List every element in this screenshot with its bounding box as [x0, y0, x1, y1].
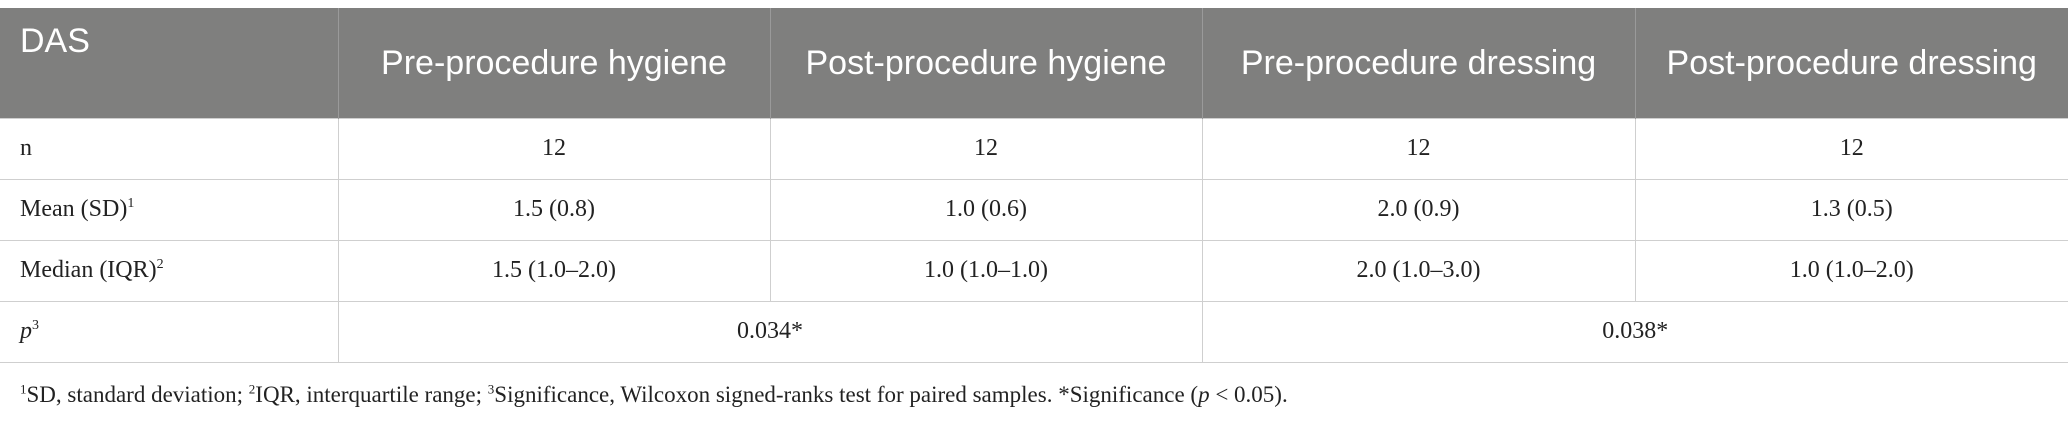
- footnote-sup-2: 2: [248, 381, 256, 397]
- footnote-text-4: < 0.05).: [1209, 382, 1288, 407]
- footnote-sup-1: 1: [20, 381, 27, 397]
- header-pre-procedure-dressing: Pre-procedure dressing: [1201, 8, 1635, 118]
- table-row-median: Median (IQR)2 1.5 (1.0–2.0) 1.0 (1.0–1.0…: [0, 239, 2068, 301]
- cell-median-pre-dressing: 2.0 (1.0–3.0): [1201, 239, 1635, 301]
- row-label-p-cell: p3: [0, 300, 338, 363]
- results-table-container: DAS Pre-procedure hygiene Post-procedure…: [0, 8, 2068, 363]
- row-label-p: p: [20, 318, 32, 344]
- footnote-text-1: SD, standard deviation;: [26, 382, 249, 407]
- cell-p-dressing: 0.038*: [1201, 300, 2068, 363]
- header-post-procedure-dressing: Post-procedure dressing: [1634, 8, 2068, 118]
- cell-median-post-dressing: 1.0 (1.0–2.0): [1634, 239, 2068, 301]
- cell-median-post-hygiene: 1.0 (1.0–1.0): [769, 239, 1202, 301]
- cell-mean-post-dressing: 1.3 (0.5): [1634, 178, 2068, 240]
- das-results-table: DAS Pre-procedure hygiene Post-procedure…: [0, 8, 2068, 363]
- footnote-sup-3: 3: [487, 381, 495, 397]
- footnote-p-italic: p: [1198, 382, 1210, 407]
- header-pre-procedure-hygiene: Pre-procedure hygiene: [337, 8, 770, 118]
- cell-n-pre-dressing: 12: [1201, 117, 1635, 179]
- cell-mean-pre-dressing: 2.0 (0.9): [1201, 178, 1635, 240]
- cell-mean-post-hygiene: 1.0 (0.6): [769, 178, 1202, 240]
- superscript-1: 1: [127, 196, 135, 211]
- superscript-3: 3: [32, 318, 39, 333]
- table-footnote: 1SD, standard deviation; 2IQR, interquar…: [20, 382, 1288, 408]
- cell-n-post-hygiene: 12: [769, 117, 1202, 179]
- table-row-n: n 12 12 12 12: [0, 117, 2068, 179]
- footnote-text-2: IQR, interquartile range;: [255, 382, 488, 407]
- superscript-2: 2: [156, 257, 164, 272]
- row-label-median: Median (IQR): [20, 257, 157, 283]
- row-label-mean: Mean (SD): [20, 196, 128, 222]
- row-label-median-cell: Median (IQR)2: [0, 239, 338, 301]
- table-row-p: p3 0.034* 0.038*: [0, 300, 2068, 363]
- cell-median-pre-hygiene: 1.5 (1.0–2.0): [337, 239, 770, 301]
- row-label-n: n: [0, 117, 338, 179]
- cell-n-pre-hygiene: 12: [337, 117, 770, 179]
- table-row-mean: Mean (SD)1 1.5 (0.8) 1.0 (0.6) 2.0 (0.9)…: [0, 178, 2068, 240]
- header-das: DAS: [0, 8, 338, 118]
- header-post-procedure-hygiene: Post-procedure hygiene: [769, 8, 1202, 118]
- cell-mean-pre-hygiene: 1.5 (0.8): [337, 178, 770, 240]
- cell-n-post-dressing: 12: [1634, 117, 2068, 179]
- row-label-mean-cell: Mean (SD)1: [0, 178, 338, 240]
- footnote-text-3: Significance, Wilcoxon signed-ranks test…: [494, 382, 1199, 407]
- cell-p-hygiene: 0.034*: [337, 300, 1202, 363]
- table-header-row: DAS Pre-procedure hygiene Post-procedure…: [0, 8, 2068, 118]
